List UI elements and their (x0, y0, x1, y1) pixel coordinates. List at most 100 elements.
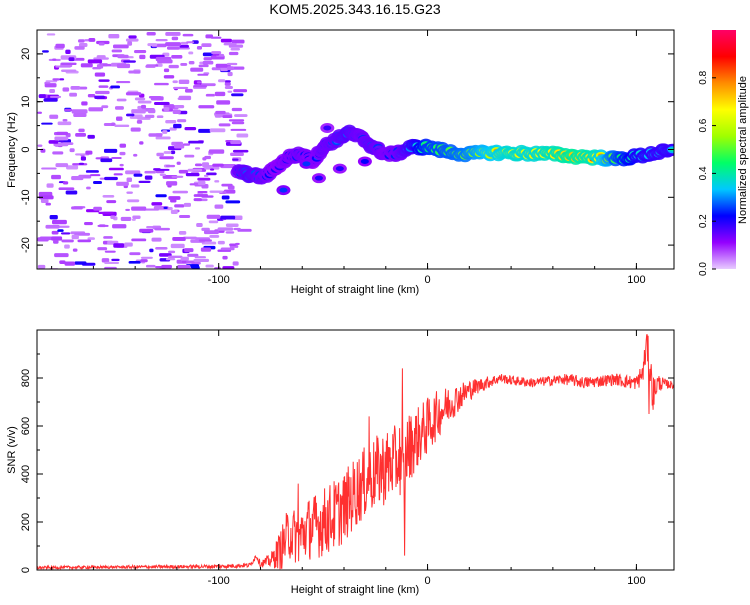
colorbar-tick-label: 0.0 (698, 262, 709, 276)
noise-speckle (183, 202, 192, 207)
noise-speckle (110, 85, 120, 89)
snr-x-axis-label: Height of straight line (km) (291, 584, 419, 596)
noise-speckle (161, 264, 172, 269)
colorbar-ticks: 0.0 0.2 0.4 0.6 0.8 (698, 70, 716, 276)
snr-axes: -100 0 100 0 200 400 600 800 (20, 329, 674, 587)
noise-speckle (73, 113, 87, 117)
noise-speckle (80, 156, 86, 161)
noise-speckle (95, 90, 110, 95)
noise-speckle (170, 209, 178, 214)
noise-speckle (37, 144, 43, 147)
noise-speckle (209, 128, 226, 133)
noise-speckle (131, 109, 146, 114)
noise-speckle (112, 224, 127, 229)
noise-speckle (172, 236, 186, 241)
noise-speckle (127, 41, 133, 46)
noise-speckle (46, 33, 56, 36)
noise-speckle (224, 86, 233, 89)
noise-speckle (156, 152, 164, 157)
noise-speckle (217, 240, 225, 245)
noise-speckle (232, 261, 239, 266)
noise-speckle (217, 227, 234, 231)
noise-speckle (78, 128, 85, 133)
noise-speckle (224, 80, 231, 83)
noise-speckle (175, 142, 181, 145)
noise-speckle (37, 111, 42, 114)
noise-speckle (182, 236, 197, 240)
noise-speckle (221, 183, 233, 187)
noise-speckle (226, 66, 235, 71)
noise-speckle (155, 136, 171, 140)
noise-speckle (201, 162, 210, 167)
noise-speckle (58, 187, 75, 191)
noise-speckle (69, 92, 77, 97)
noise-speckle (204, 155, 212, 160)
noise-speckle (65, 190, 78, 195)
noise-speckle (75, 133, 87, 137)
spectrogram-y-tick-label: 20 (20, 48, 32, 60)
noise-speckle (44, 81, 51, 85)
noise-speckle (197, 177, 211, 181)
noise-speckle (206, 214, 221, 219)
noise-speckle (52, 151, 64, 155)
noise-speckle (108, 33, 120, 39)
noise-speckle (45, 80, 58, 83)
noise-speckle (44, 83, 57, 88)
noise-speckle (120, 216, 132, 222)
noise-speckle (41, 122, 53, 125)
noise-speckle (119, 143, 127, 148)
noise-speckle (77, 239, 92, 243)
noise-speckle (113, 243, 125, 248)
noise-speckle (52, 58, 57, 61)
noise-speckle (176, 161, 181, 165)
noise-speckle (231, 39, 245, 44)
noise-speckle (104, 261, 119, 265)
noise-speckle (88, 38, 96, 42)
noise-speckle (116, 98, 127, 102)
noise-speckle (52, 219, 67, 225)
noise-speckle (140, 256, 153, 259)
noise-speckle (125, 208, 131, 211)
noise-speckle (210, 168, 215, 171)
noise-speckle (151, 202, 163, 206)
noise-speckle (64, 261, 76, 266)
noise-speckle (185, 172, 200, 177)
noise-speckle (97, 247, 108, 251)
noise-speckle (62, 119, 68, 122)
noise-speckle (128, 35, 137, 39)
noise-speckle (177, 119, 187, 123)
noise-speckle (84, 39, 90, 42)
noise-speckle (144, 114, 155, 118)
noise-speckle (125, 170, 141, 175)
noise-speckle (193, 198, 202, 202)
noise-speckle (40, 199, 49, 203)
noise-speckle (126, 177, 133, 182)
noise-speckle (214, 204, 224, 209)
noise-speckle (70, 86, 81, 90)
noise-speckle (74, 46, 85, 50)
noise-speckle (123, 60, 136, 63)
noise-speckle (221, 195, 230, 200)
noise-speckle (62, 87, 70, 92)
noise-speckle (104, 250, 116, 253)
noise-speckle (93, 180, 103, 185)
noise-speckle (111, 122, 116, 127)
noise-speckle (231, 121, 245, 125)
noise-speckle (165, 164, 176, 168)
noise-speckle (140, 259, 148, 263)
spectrogram-y-tick-label: 10 (20, 96, 32, 108)
noise-speckle (227, 71, 233, 77)
noise-speckle (184, 127, 197, 131)
noise-speckle (172, 80, 178, 84)
snr-panel: -100 0 100 0 200 400 600 800 Height of straight… (6, 329, 675, 596)
colorbar-tick-label: 0.6 (698, 118, 709, 132)
noise-speckle (186, 41, 195, 44)
noise-speckle (218, 123, 231, 127)
noise-speckle (228, 119, 245, 122)
noise-speckle (38, 94, 46, 99)
noise-speckle (138, 180, 151, 183)
noise-speckle (151, 237, 162, 242)
noise-speckle (49, 89, 56, 93)
noise-speckle (71, 109, 88, 114)
